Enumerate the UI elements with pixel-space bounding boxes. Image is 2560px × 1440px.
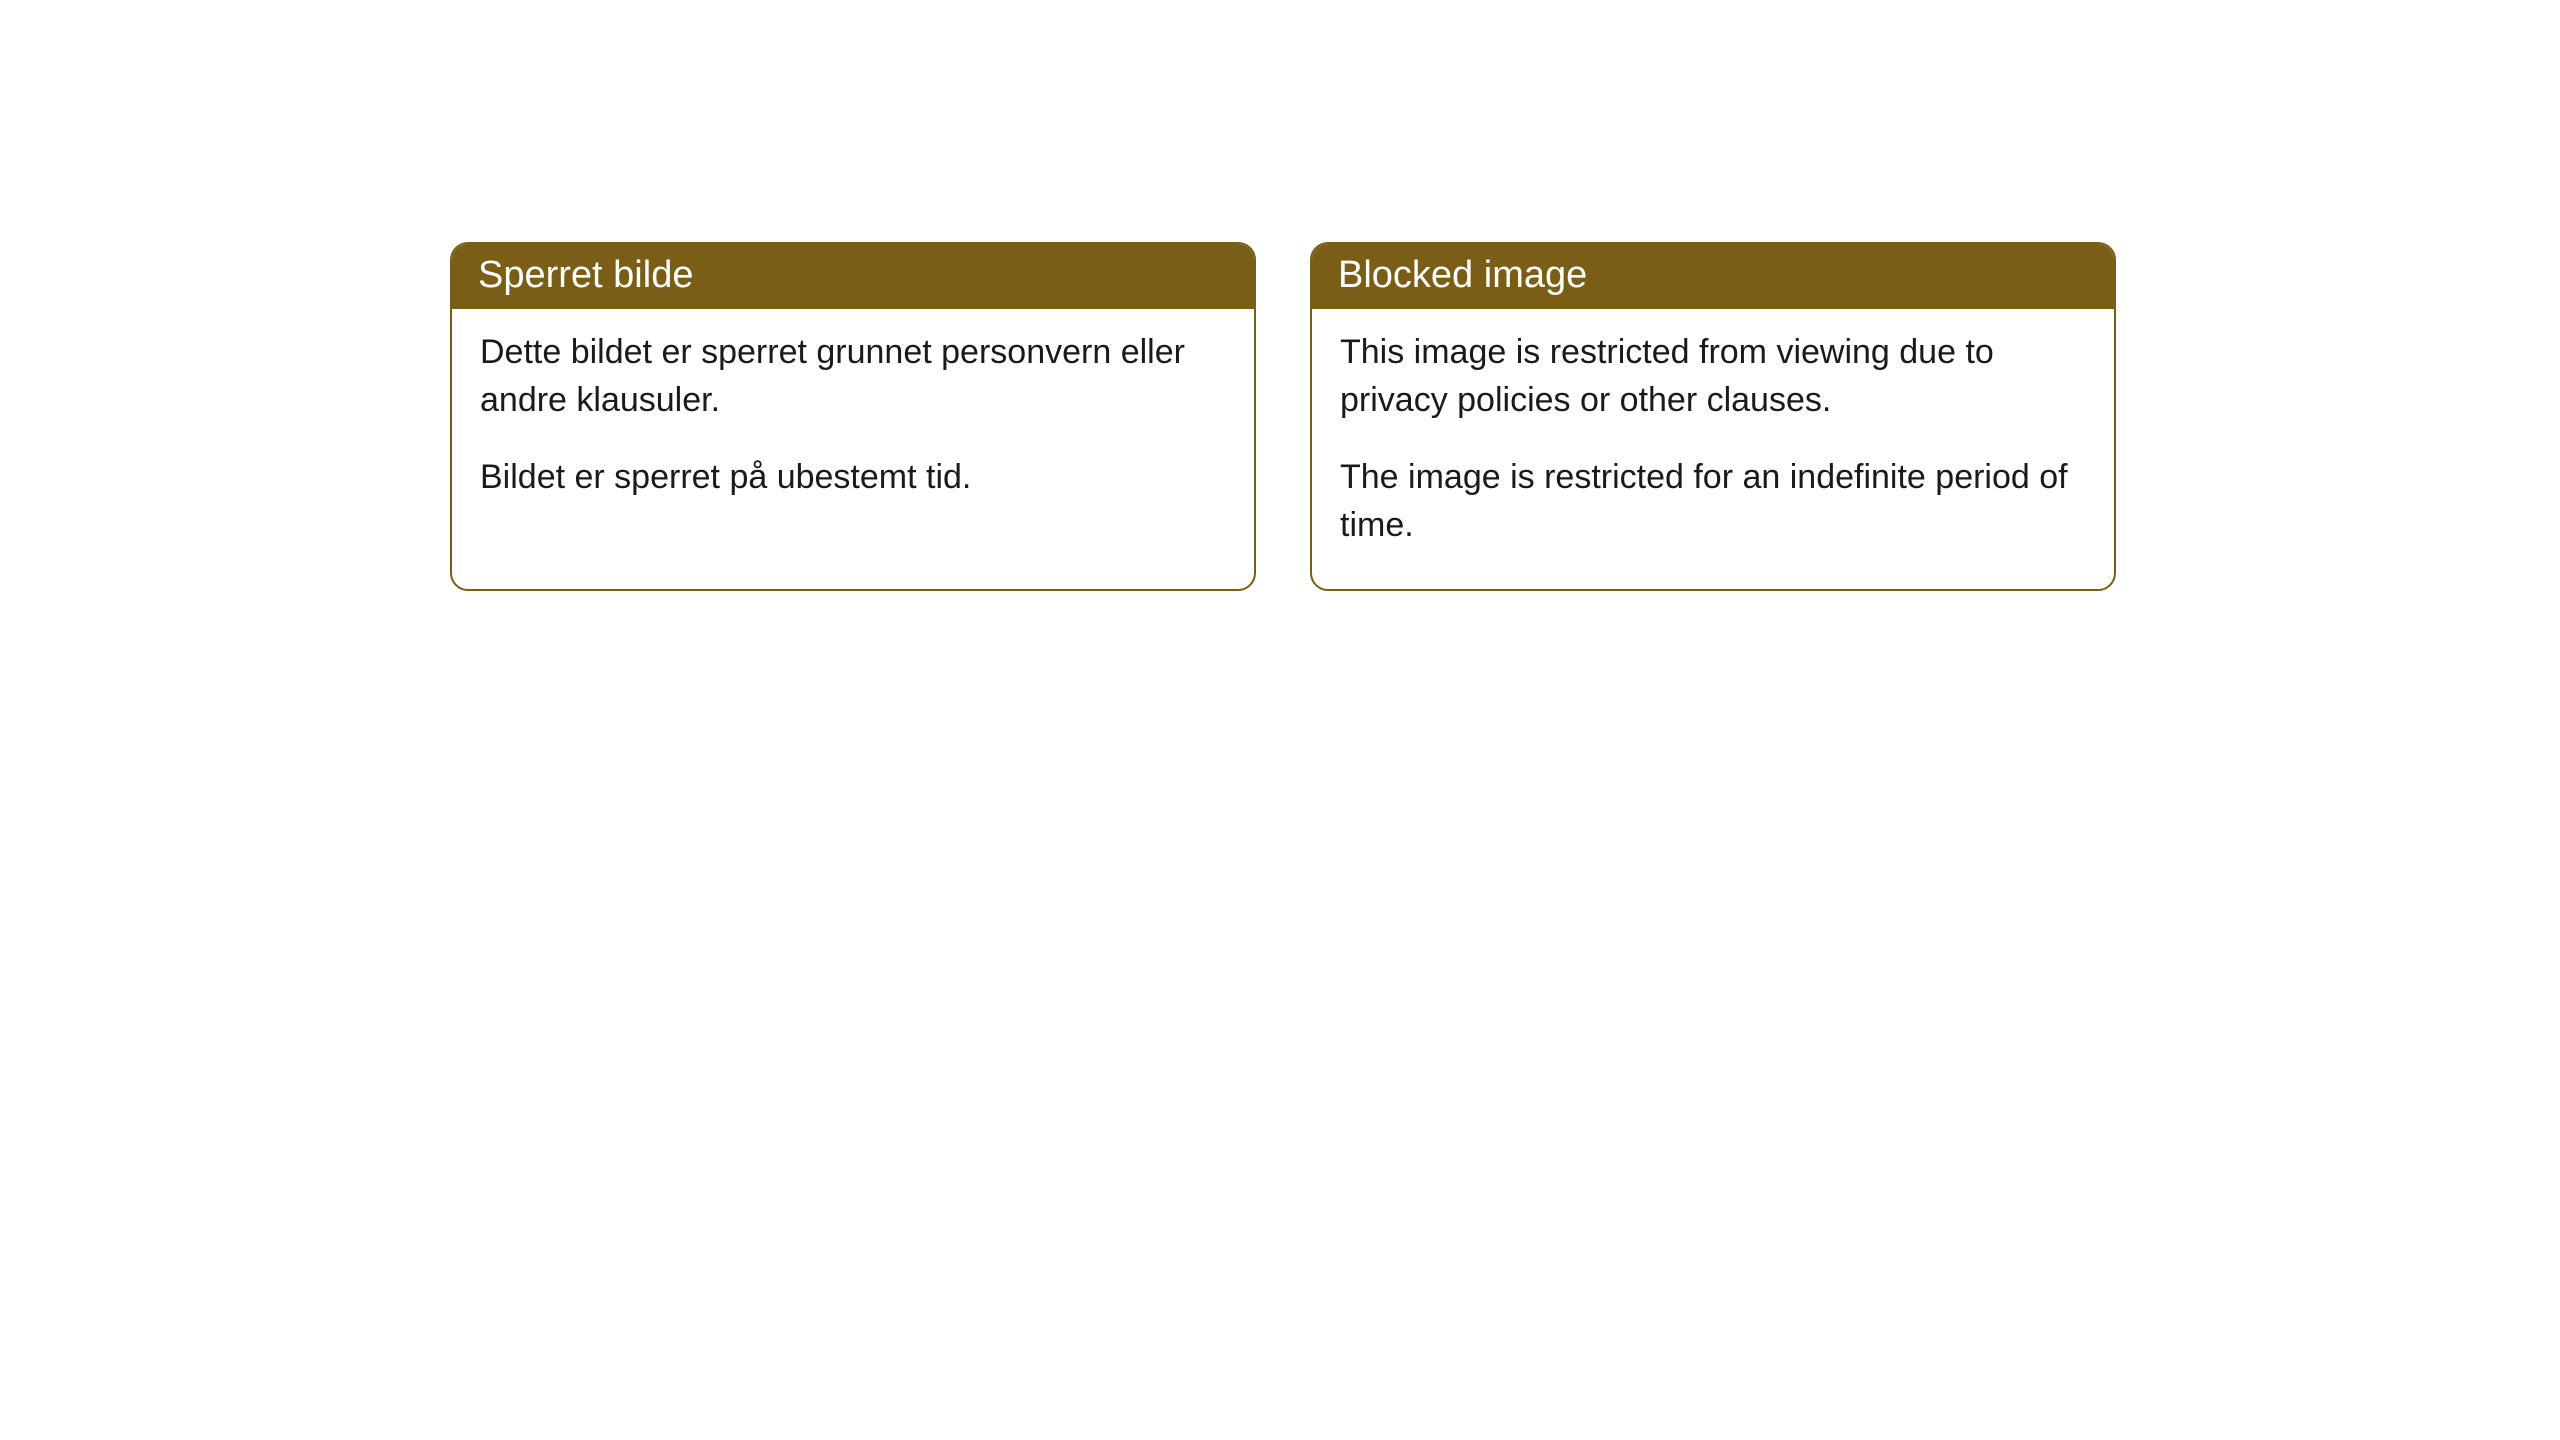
card-header: Blocked image bbox=[1312, 244, 2114, 309]
card-header: Sperret bilde bbox=[452, 244, 1254, 309]
card-paragraph: Dette bildet er sperret grunnet personve… bbox=[480, 329, 1226, 424]
notice-card-norwegian: Sperret bilde Dette bildet er sperret gr… bbox=[450, 242, 1256, 591]
card-body: This image is restricted from viewing du… bbox=[1312, 309, 2114, 589]
card-paragraph: The image is restricted for an indefinit… bbox=[1340, 454, 2086, 549]
card-body: Dette bildet er sperret grunnet personve… bbox=[452, 309, 1254, 542]
card-paragraph: Bildet er sperret på ubestemt tid. bbox=[480, 454, 1226, 502]
notice-container: Sperret bilde Dette bildet er sperret gr… bbox=[450, 242, 2116, 591]
notice-card-english: Blocked image This image is restricted f… bbox=[1310, 242, 2116, 591]
card-paragraph: This image is restricted from viewing du… bbox=[1340, 329, 2086, 424]
card-title: Sperret bilde bbox=[478, 254, 693, 296]
card-title: Blocked image bbox=[1338, 254, 1587, 296]
